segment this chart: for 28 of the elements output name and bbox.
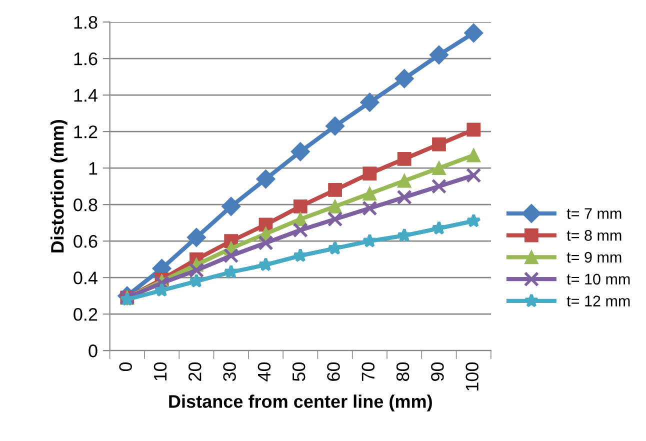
legend-label: t= 8 mm bbox=[566, 230, 622, 241]
x-tick-label: 40 bbox=[258, 362, 271, 382]
y-axis-title: Distortion (mm) bbox=[50, 120, 68, 252]
legend-label: t= 10 mm bbox=[566, 274, 630, 285]
y-tick-label: 1.8 bbox=[74, 16, 98, 29]
y-tick-label: 0.6 bbox=[74, 235, 98, 248]
y-tick-label: 1 bbox=[89, 162, 98, 175]
x-tick-label: 30 bbox=[223, 362, 236, 382]
x-tick-label: 100 bbox=[466, 362, 478, 390]
x-tick-label: 50 bbox=[292, 362, 306, 382]
x-tick-label: 70 bbox=[362, 362, 375, 381]
y-tick-label: 1.2 bbox=[74, 126, 98, 138]
y-tick-label: 1.6 bbox=[74, 52, 98, 66]
x-tick-label: 60 bbox=[327, 362, 340, 381]
y-tick-label: 0.8 bbox=[74, 198, 98, 212]
x-tick-label: 20 bbox=[188, 362, 202, 381]
y-tick-label: 0 bbox=[88, 344, 98, 358]
y-tick-label: 0.2 bbox=[74, 308, 98, 321]
x-tick-label: 10 bbox=[154, 362, 167, 380]
legend-label: t= 12 mm bbox=[566, 296, 630, 306]
y-tick-label: 0.4 bbox=[74, 272, 98, 284]
x-tick-label: 90 bbox=[431, 362, 444, 381]
x-tick-label: 0 bbox=[119, 362, 132, 372]
legend-label: t= 9 mm bbox=[566, 252, 622, 263]
x-tick-label: 80 bbox=[396, 362, 410, 382]
legend-label: t= 7 mm bbox=[566, 208, 622, 219]
x-axis-title: Distance from center line (mm) bbox=[169, 394, 432, 412]
y-tick-label: 1.4 bbox=[74, 89, 98, 102]
